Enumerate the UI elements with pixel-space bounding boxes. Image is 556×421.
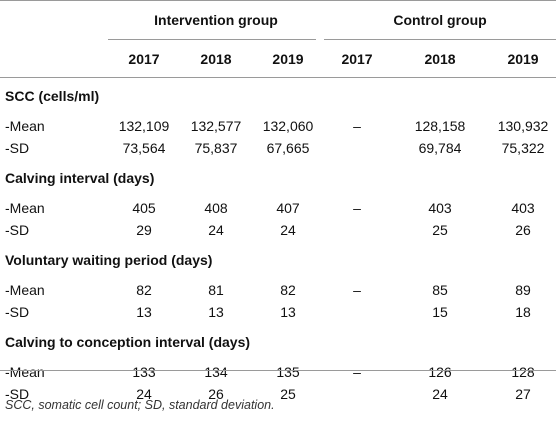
table-cell: –: [353, 282, 361, 298]
table-cell: [324, 219, 390, 241]
year-heading: 2019: [507, 50, 539, 67]
year-heading: 2019: [272, 50, 304, 67]
table-cell: –: [353, 364, 361, 380]
table-cell: 130,932: [497, 118, 549, 134]
table-cell: 26: [515, 222, 531, 238]
table-cell: –: [353, 200, 361, 216]
section-row: Voluntary waiting period (days): [0, 241, 556, 279]
intervention-group-rule: [108, 39, 316, 40]
table-cell: 13: [280, 304, 296, 320]
table-cell: 13: [136, 304, 152, 320]
table-cell: 24: [208, 222, 224, 238]
table-cell: 25: [280, 386, 296, 402]
row-label: -SD: [5, 304, 30, 320]
table-cell: 25: [432, 222, 448, 238]
table-cell: 85: [432, 282, 448, 298]
year-heading: 2017: [341, 50, 373, 67]
row-label: -Mean: [5, 364, 45, 380]
table-cell: 67,665: [266, 140, 310, 156]
table-row: -Mean 132,109 132,577 132,060 – 128,158 130,93…: [0, 115, 556, 137]
table-cell: 24: [136, 386, 152, 402]
table-container: Intervention group Control group 2017 20…: [0, 0, 556, 412]
table-cell: 75,322: [501, 140, 545, 156]
table-cell: 26: [208, 386, 224, 402]
control-group-heading: Control group: [393, 12, 487, 28]
table-row: -Mean 405 408 407 – 403 403: [0, 197, 556, 219]
year-heading: 2017: [128, 50, 160, 67]
section-title: Calving to conception interval (days): [5, 334, 251, 350]
year-heading: 2018: [200, 50, 232, 67]
table-cell: 89: [515, 282, 531, 298]
table-cell: 126: [428, 364, 452, 380]
table-cell: 403: [511, 200, 535, 216]
year-heading: 2018: [424, 50, 456, 67]
table-cell: 407: [276, 200, 300, 216]
row-label: -Mean: [5, 282, 45, 298]
table-row: -Mean 82 81 82 – 85 89: [0, 279, 556, 301]
top-rule: [0, 0, 556, 1]
table-cell: 81: [208, 282, 224, 298]
table-cell: [324, 383, 390, 405]
table-cell: 132,060: [262, 118, 314, 134]
section-title: Calving interval (days): [5, 170, 155, 186]
table-cell: 133: [132, 364, 156, 380]
row-label: -SD: [5, 222, 30, 238]
row-label: -Mean: [5, 200, 45, 216]
section-title: Voluntary waiting period (days): [5, 252, 213, 268]
empty-corner-cell: [0, 0, 108, 40]
table-cell: 132,577: [190, 118, 242, 134]
row-label: -SD: [5, 386, 30, 402]
control-group-rule: [324, 39, 556, 40]
header-rule: [0, 77, 556, 78]
table-row: -SD 13 13 13 15 18: [0, 301, 556, 323]
table-cell: 29: [136, 222, 152, 238]
row-label: -SD: [5, 140, 30, 156]
table-row: -Mean 133 134 135 – 126 128: [0, 361, 556, 383]
table-cell: 128: [511, 364, 535, 380]
table-cell: 82: [280, 282, 296, 298]
table-cell: 18: [515, 304, 531, 320]
table-cell: 24: [280, 222, 296, 238]
table-cell: [324, 137, 390, 159]
table-cell: 69,784: [418, 140, 462, 156]
section-row: Calving to conception interval (days): [0, 323, 556, 361]
table-cell: 27: [515, 386, 531, 402]
table-cell: 132,109: [118, 118, 170, 134]
bottom-rule: [0, 370, 556, 371]
table-cell: 403: [428, 200, 452, 216]
section-title: SCC (cells/ml): [5, 88, 100, 104]
table-cell: –: [353, 118, 361, 134]
data-table: Intervention group Control group 2017 20…: [0, 0, 556, 405]
table-row: -SD 24 26 25 24 27: [0, 383, 556, 405]
table-cell: 82: [136, 282, 152, 298]
table-cell: 13: [208, 304, 224, 320]
intervention-group-heading: Intervention group: [154, 12, 278, 28]
group-header-row: Intervention group Control group: [0, 0, 556, 40]
table-cell: 405: [132, 200, 156, 216]
table-footnote: SCC, somatic cell count; SD, standard de…: [5, 398, 275, 412]
table-cell: [324, 301, 390, 323]
section-row: Calving interval (days): [0, 159, 556, 197]
table-cell: 128,158: [414, 118, 466, 134]
table-row: -SD 29 24 24 25 26: [0, 219, 556, 241]
table-cell: 75,837: [194, 140, 238, 156]
table-cell: 15: [432, 304, 448, 320]
section-row: SCC (cells/ml): [0, 77, 556, 115]
row-label: -Mean: [5, 118, 45, 134]
table-row: -SD 73,564 75,837 67,665 69,784 75,322: [0, 137, 556, 159]
table-cell: 135: [276, 364, 300, 380]
table-cell: 134: [204, 364, 228, 380]
year-header-row: 2017 2018 2019 2017 2018 2019: [0, 40, 556, 77]
table-cell: 408: [204, 200, 228, 216]
table-cell: 73,564: [122, 140, 166, 156]
empty-year-label-cell: [0, 40, 108, 77]
table-cell: 24: [432, 386, 448, 402]
